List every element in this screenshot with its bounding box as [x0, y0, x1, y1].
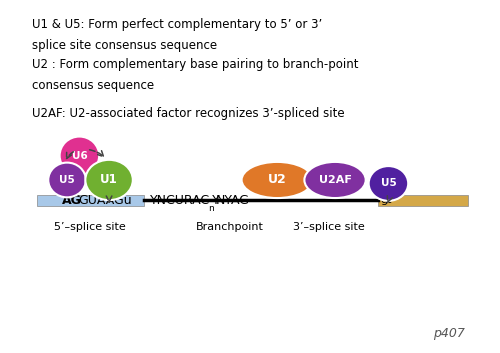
Text: U1 & U5: Form perfect complementary to 5’ or 3’: U1 & U5: Form perfect complementary to 5… [32, 18, 323, 31]
Text: U5: U5 [380, 179, 396, 189]
Text: consensus sequence: consensus sequence [32, 79, 154, 92]
Ellipse shape [242, 162, 313, 198]
Text: n: n [208, 204, 214, 213]
Ellipse shape [304, 162, 366, 198]
Text: GUAAGu: GUAAGu [78, 194, 132, 207]
Ellipse shape [368, 166, 408, 201]
Ellipse shape [48, 163, 86, 197]
Text: U2: U2 [268, 173, 286, 186]
FancyBboxPatch shape [378, 195, 468, 206]
Text: AG: AG [62, 194, 82, 207]
FancyBboxPatch shape [38, 195, 144, 206]
Text: U2AF: U2-associated factor recognizes 3’-spliced site: U2AF: U2-associated factor recognizes 3’… [32, 107, 345, 120]
Text: YNCURAC-Y: YNCURAC-Y [150, 194, 221, 207]
Text: Branchpoint: Branchpoint [196, 222, 264, 232]
Text: gt: gt [380, 196, 392, 205]
Text: splice site consensus sequence: splice site consensus sequence [32, 39, 218, 52]
Text: U1: U1 [100, 173, 118, 186]
Text: U6: U6 [72, 151, 88, 161]
Text: U2 : Form complementary base pairing to branch-point: U2 : Form complementary base pairing to … [32, 58, 359, 71]
Text: NYAG: NYAG [216, 194, 250, 207]
Ellipse shape [86, 160, 133, 200]
Text: 5’–splice site: 5’–splice site [54, 222, 126, 232]
Text: p407: p407 [433, 327, 465, 340]
Ellipse shape [60, 137, 99, 175]
Text: U2AF: U2AF [318, 175, 352, 185]
Text: 3’–splice site: 3’–splice site [293, 222, 365, 232]
Text: U5: U5 [59, 175, 75, 185]
